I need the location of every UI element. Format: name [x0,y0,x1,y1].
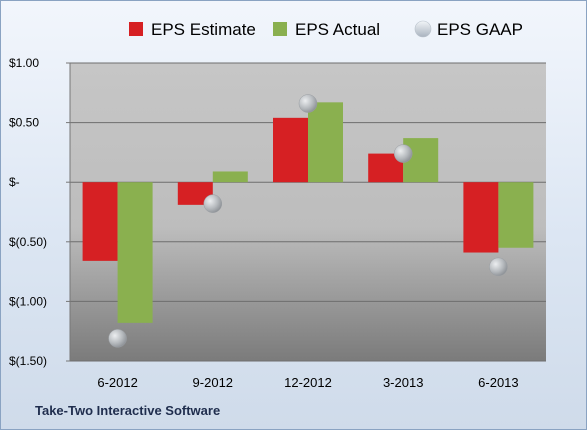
bars [82,102,534,323]
legend-actual-swatch [273,22,287,36]
eps-actual-bar [212,171,248,183]
gaap-markers [108,94,508,348]
y-tick-label: $- [9,175,20,189]
legend-gaap-swatch [414,20,432,38]
x-tick-label: 9-2012 [193,375,233,390]
legend-label: EPS GAAP [437,20,523,39]
eps-gaap-marker [108,329,127,348]
legend-label: EPS Actual [295,20,380,39]
eps-estimate-bar [273,117,308,183]
eps-actual-bar [308,102,343,183]
legend-estimate-swatch [129,22,143,36]
x-tick-label: 12-2012 [284,375,332,390]
eps-gaap-marker [203,194,223,213]
eps-estimate-bar [82,182,118,261]
eps-actual-bar [498,182,534,248]
eps-estimate-bar [463,182,499,253]
eps-gaap-marker [393,144,413,163]
x-tick-label: 6-2013 [478,375,518,390]
axes: $1.00 $0.50 $- $(0.50) $(1.00) $(1.50) 6-2012 9… [9,56,519,390]
y-tick-label: $(1.00) [9,294,47,308]
y-tick-label: $(0.50) [9,235,47,249]
x-tick-label: 6-2012 [97,375,137,390]
eps-actual-bar [117,182,153,323]
legend-label: EPS Estimate [151,20,256,39]
eps-gaap-marker [298,94,318,113]
eps-estimate-bar [177,182,213,205]
x-tick-label: 3-2013 [383,375,423,390]
y-tick-label: $1.00 [9,56,39,70]
y-tick-label: $0.50 [9,116,39,130]
company-label: Take-Two Interactive Software [35,403,221,418]
y-tick-label: $(1.50) [9,354,47,368]
legend: EPS Estimate EPS Actual EPS GAAP [129,20,523,39]
eps-gaap-marker [489,257,508,277]
